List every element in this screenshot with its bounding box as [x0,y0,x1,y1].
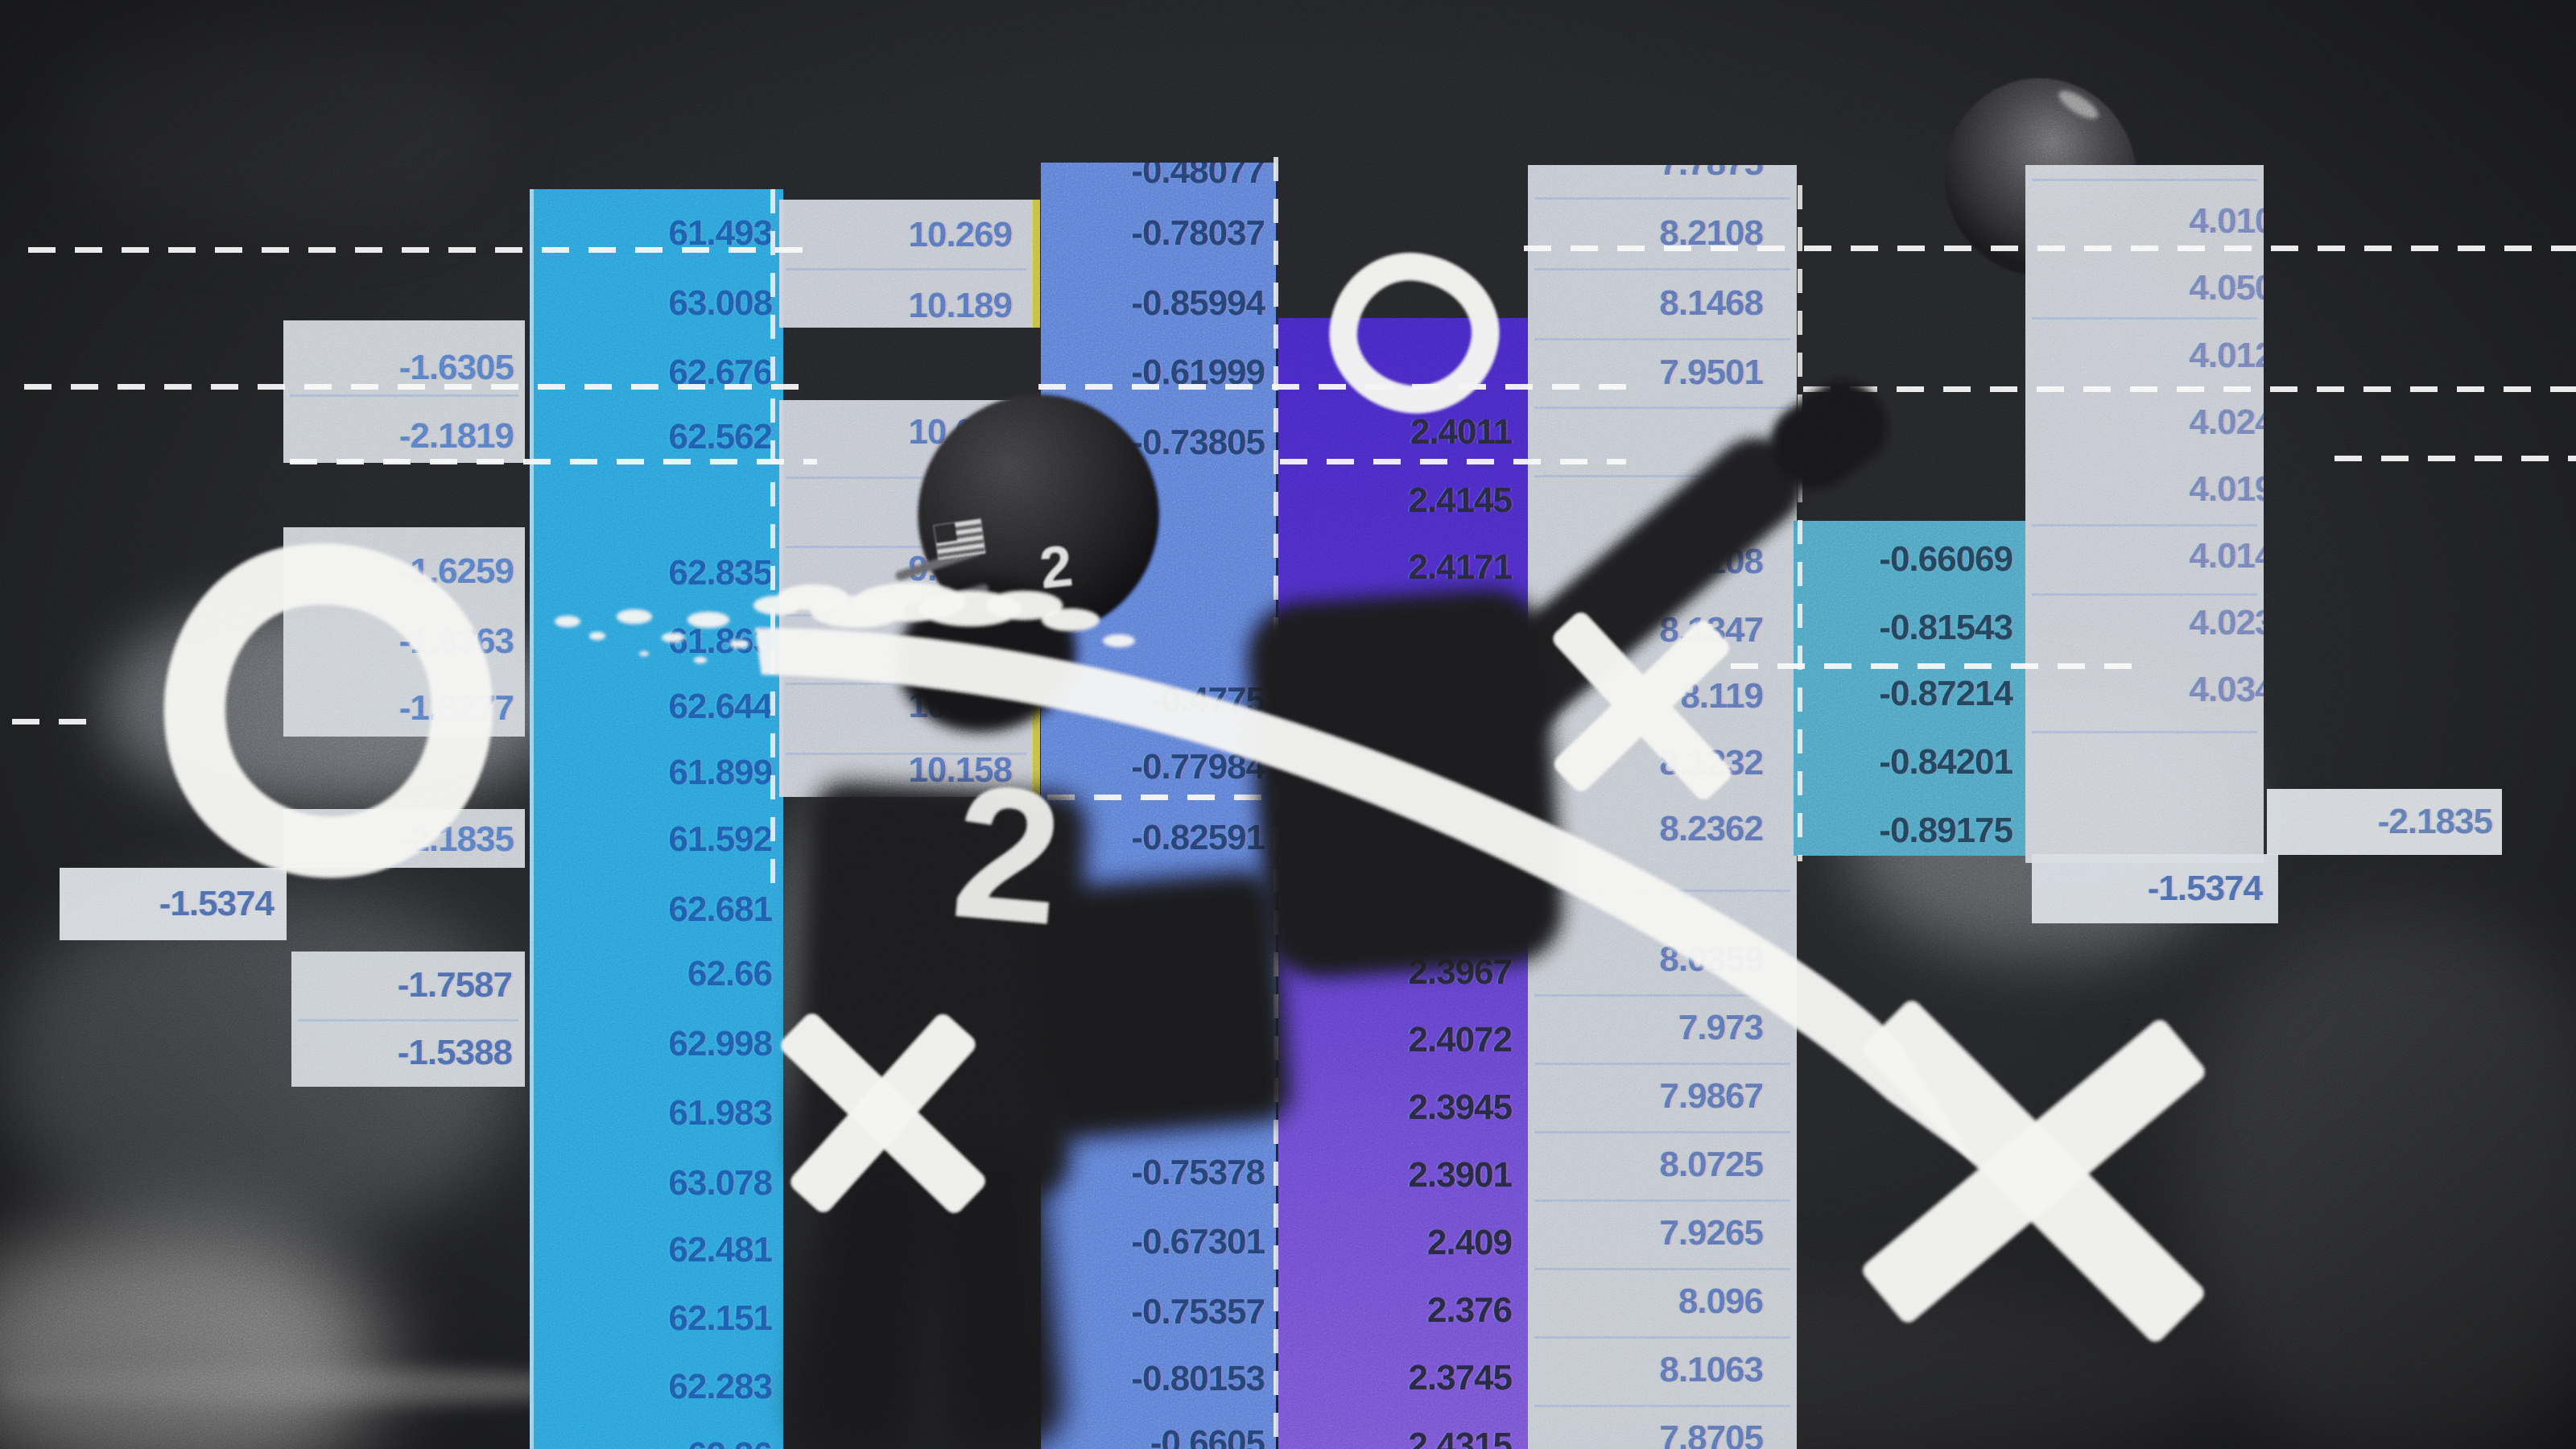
paint-splatter [1103,634,1135,647]
paint-splatter [662,633,684,642]
paint-splatter [687,612,729,628]
paint-splatter [589,632,605,640]
paint-splatter [729,640,749,648]
paint-splatter [694,657,707,663]
paint-splatter [1042,609,1100,631]
paint-splatter [555,616,580,627]
paint-splatter [617,609,652,624]
paint-splatter [639,651,649,656]
